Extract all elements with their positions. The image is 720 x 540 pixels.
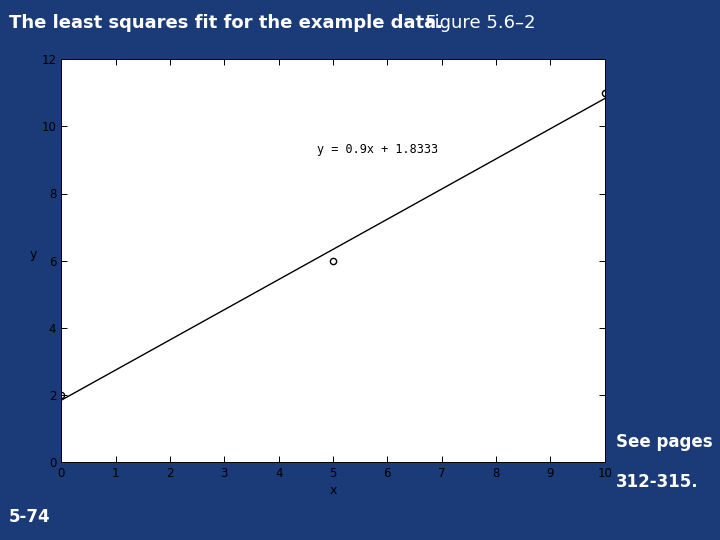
Text: See pages: See pages [616, 433, 712, 451]
X-axis label: x: x [329, 484, 337, 497]
Text: y = 0.9x + 1.8333: y = 0.9x + 1.8333 [317, 143, 438, 156]
Text: 312-315.: 312-315. [616, 474, 698, 491]
Text: 5-74: 5-74 [9, 509, 50, 526]
Y-axis label: y: y [30, 247, 37, 261]
Text: The least squares fit for the example data.: The least squares fit for the example da… [9, 14, 443, 31]
Text: Figure 5.6–2: Figure 5.6–2 [414, 14, 536, 31]
